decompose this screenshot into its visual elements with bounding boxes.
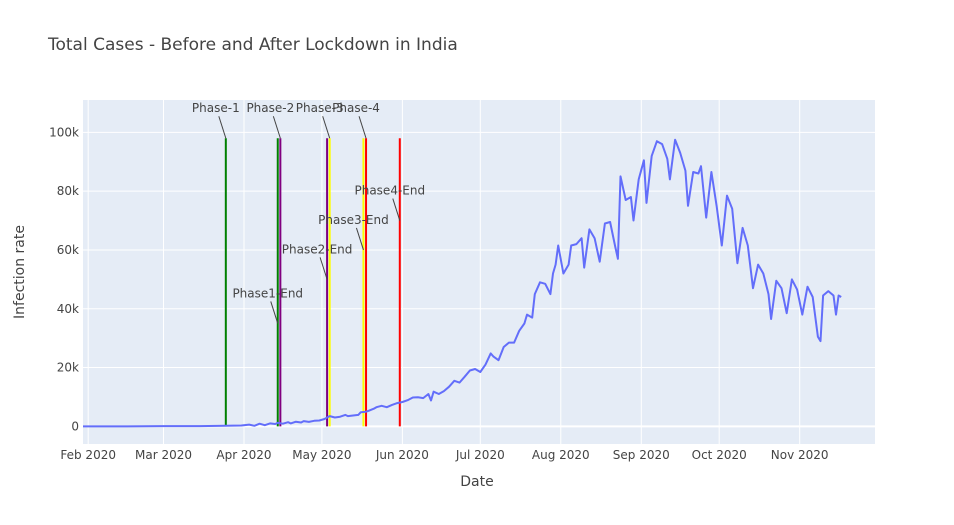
annotation-arrow [358, 116, 367, 139]
annotation-arrow [319, 257, 328, 280]
annotation-label: Phase1-End [232, 286, 303, 300]
y-tick-label: 0 [71, 419, 79, 433]
annotation-arrow [355, 227, 364, 251]
series-line [83, 138, 842, 428]
x-tick-labels: Feb 2020 Mar 2020 Apr 2020 May 2020 Jun 2020… [60, 448, 828, 462]
x-axis-title: Date [460, 474, 493, 490]
annotation-arrow [272, 116, 281, 139]
y-axis-title: Infection rate [12, 225, 28, 319]
plot-background [83, 100, 875, 444]
annotation-label: Phase2-End [282, 242, 353, 256]
annotation-label: Phase4-End [354, 184, 425, 198]
chart-title: Total Cases - Before and After Lockdown … [47, 35, 458, 55]
annotation-arrow [392, 198, 401, 221]
annotation-label: Phase-2 [246, 101, 294, 115]
x-tick-label: Nov 2020 [771, 448, 829, 462]
x-tick-label: Mar 2020 [135, 448, 192, 462]
phase-lines [224, 138, 401, 427]
x-tick-label: Jul 2020 [455, 448, 505, 462]
x-tick-label: Jun 2020 [375, 448, 429, 462]
annotation-label: Phase-4 [332, 101, 380, 115]
x-tick-label: Sep 2020 [613, 448, 670, 462]
annotation-label: Phase-3 [296, 101, 344, 115]
y-tick-label: 20k [57, 361, 79, 375]
annotation-arrow [322, 116, 331, 139]
y-tick-label: 80k [57, 184, 79, 198]
annotation-label: Phase3-End [318, 213, 389, 227]
x-tick-label: May 2020 [292, 448, 351, 462]
x-gridlines [87, 100, 801, 444]
y-tick-label: 40k [57, 302, 79, 316]
x-tick-label: Feb 2020 [60, 448, 116, 462]
annotation-arrow [270, 301, 279, 324]
y-tick-labels: 0 20k 40k 60k 80k 100k [49, 125, 79, 433]
x-tick-label: Oct 2020 [692, 448, 747, 462]
y-tick-label: 60k [57, 243, 79, 257]
annotation-arrow [218, 116, 227, 139]
y-tick-label: 100k [49, 125, 79, 139]
x-tick-label: Apr 2020 [216, 448, 271, 462]
x-tick-label: Aug 2020 [532, 448, 590, 462]
annotation-label: Phase-1 [192, 101, 240, 115]
